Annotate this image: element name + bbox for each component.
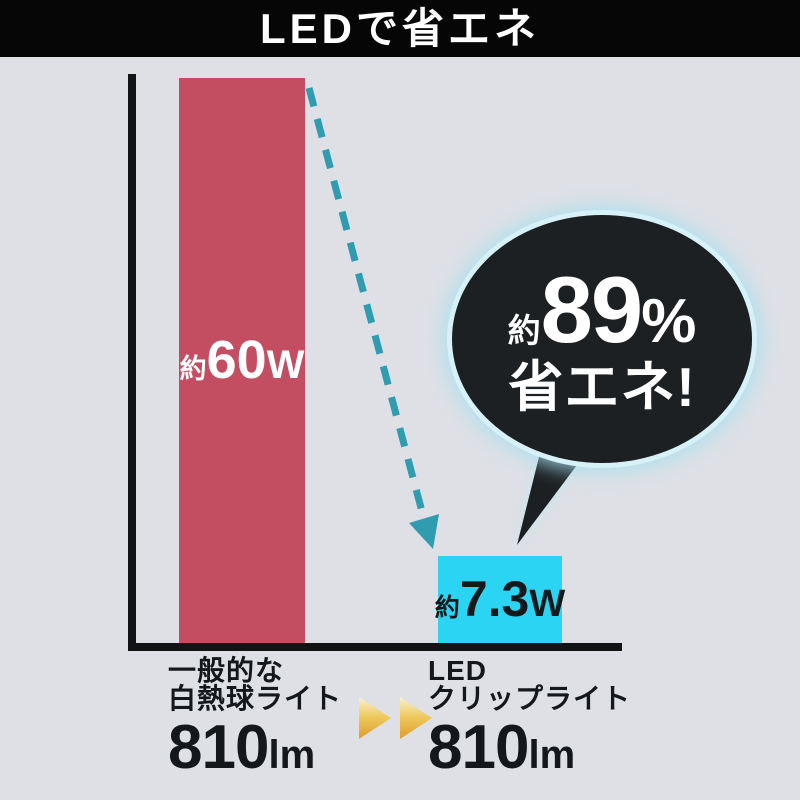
bar-led-value: 約 7.3 W xyxy=(435,574,565,626)
savings-text: 省エネ! xyxy=(508,355,696,418)
lumens-value: 810 xyxy=(168,713,269,782)
watt-unit: W xyxy=(529,582,566,625)
lumens-value: 810 xyxy=(428,713,529,782)
lumens-unit: lm xyxy=(528,733,576,777)
lumens-incandescent: 810 lm xyxy=(168,713,342,782)
category-line2: 白熱球ライト xyxy=(168,683,343,714)
approx-prefix: 約 xyxy=(507,311,541,349)
right-triangle-icon xyxy=(359,697,391,739)
lumens-led: 810 lm xyxy=(428,713,631,782)
category-line1: LED xyxy=(428,655,487,686)
percent-value: 89 xyxy=(540,256,644,362)
decrease-dashed-arrow-icon xyxy=(305,87,428,520)
x-axis xyxy=(128,643,622,651)
page-title: LEDで省エネ xyxy=(259,4,540,52)
header-bar: LEDで省エネ xyxy=(0,0,800,57)
arrowhead-icon xyxy=(409,514,439,549)
savings-bubble: 約 89% 省エネ! xyxy=(452,215,752,463)
y-axis xyxy=(128,74,136,651)
transition-arrows-icon xyxy=(359,697,432,739)
approx-prefix: 約 xyxy=(179,354,207,384)
category-incandescent: 一般的な 白熱球ライト 810 lm xyxy=(168,655,343,782)
lumens-unit: lm xyxy=(268,733,316,777)
approx-prefix: 約 xyxy=(434,593,460,622)
watt-value: 7.3 xyxy=(459,570,530,627)
watt-unit: W xyxy=(266,343,305,387)
watt-value: 60 xyxy=(206,330,267,390)
percent-sign: % xyxy=(641,286,697,356)
category-line1: 一般的な xyxy=(168,655,285,686)
bar-incandescent-value: 約 60 W xyxy=(180,333,305,388)
savings-percent: 約 89% xyxy=(507,256,697,362)
bar-led: 約 7.3 W xyxy=(435,556,565,643)
bar-incandescent: 約 60 W xyxy=(179,78,305,643)
category-led: LED クリップライト 810 lm xyxy=(428,655,632,782)
category-line2: クリップライト xyxy=(428,683,632,714)
bubble-tail xyxy=(517,449,580,545)
